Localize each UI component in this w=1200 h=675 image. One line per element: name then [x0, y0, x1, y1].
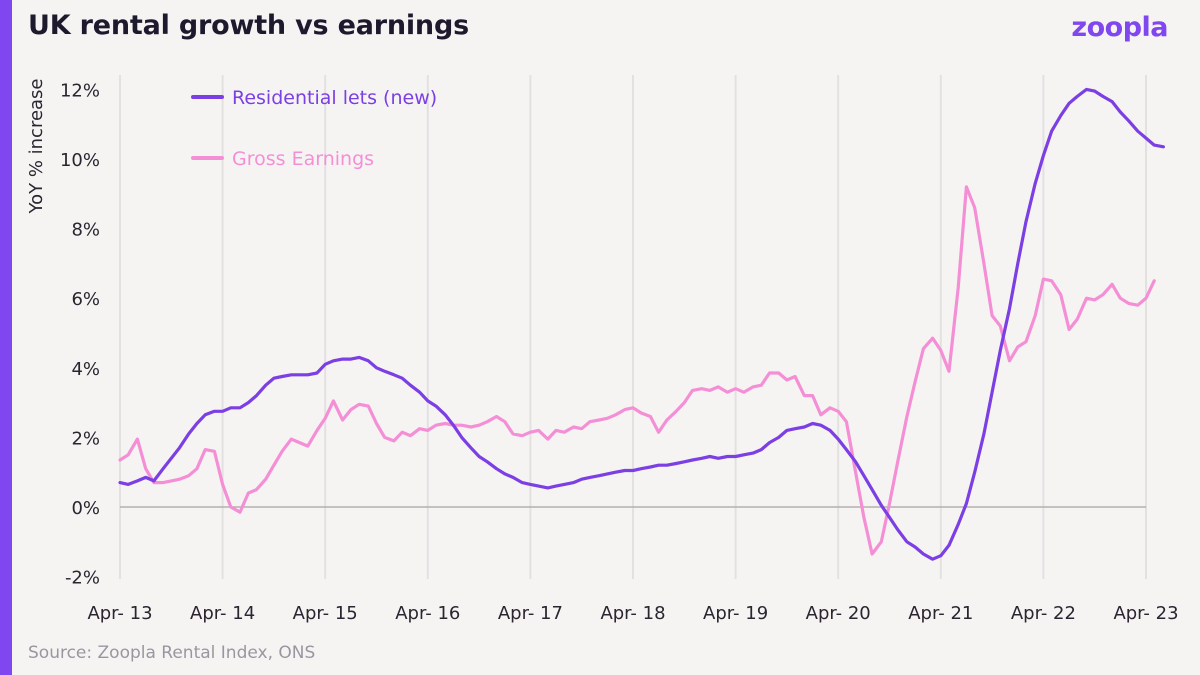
series-line-gross-earnings: [118, 185, 1156, 556]
x-axis-ticks: Apr- 13 Apr- 14 Apr- 15 Apr- 16 Apr- 17 Apr- …: [87, 603, 1178, 624]
x-tick-label: Apr- 23: [1113, 603, 1178, 624]
x-tick-label: Apr- 17: [498, 603, 563, 624]
x-tick-label: Apr- 22: [1011, 603, 1076, 624]
legend: Residential lets (new) Gross Earnings: [191, 87, 437, 170]
series-lines: [118, 87, 1165, 561]
chart-title: UK rental growth vs earnings: [28, 10, 469, 41]
y-tick-label: 0%: [71, 498, 100, 519]
zoopla-logo: zoopla: [1071, 12, 1168, 43]
x-tick-label: Apr- 21: [908, 603, 973, 624]
source-note: Source: Zoopla Rental Index, ONS: [28, 643, 316, 663]
y-axis-ticks: -2% 0% 2% 4% 6% 8% 10% 12%: [60, 80, 100, 588]
x-tick-label: Apr- 20: [806, 603, 871, 624]
vertical-gridlines: [119, 75, 1147, 579]
x-tick-label: Apr- 16: [395, 603, 460, 624]
y-tick-label: 10%: [60, 150, 100, 171]
x-tick-label: Apr- 14: [190, 603, 255, 624]
y-axis-label: YoY % increase: [26, 78, 47, 214]
y-tick-label: 8%: [71, 220, 100, 241]
legend-label: Residential lets (new): [232, 87, 437, 109]
x-tick-label: Apr- 13: [87, 603, 152, 624]
x-tick-label: Apr- 18: [600, 603, 665, 624]
y-tick-label: 6%: [71, 289, 100, 310]
series-line-residential-lets: [118, 87, 1165, 561]
y-tick-label: -2%: [65, 568, 100, 589]
y-tick-label: 2%: [71, 428, 100, 449]
y-tick-label: 4%: [71, 359, 100, 380]
x-tick-label: Apr- 15: [293, 603, 358, 624]
accent-bar: [0, 0, 12, 675]
x-tick-label: Apr- 19: [703, 603, 768, 624]
y-tick-label: 12%: [60, 80, 100, 101]
legend-label: Gross Earnings: [232, 148, 374, 170]
